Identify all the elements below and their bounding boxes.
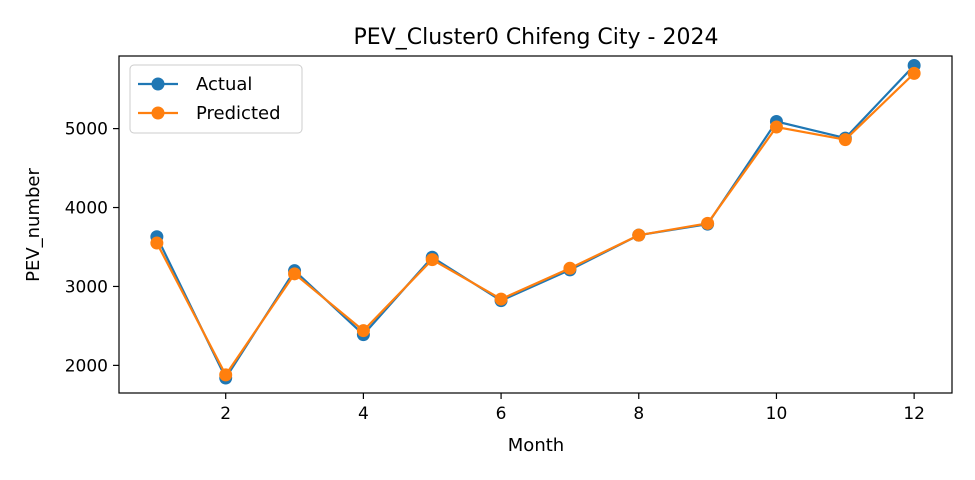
x-tick-label: 10 — [766, 404, 788, 424]
legend-box — [129, 64, 303, 134]
y-axis-label: PEV_number — [23, 168, 44, 282]
series-layer — [150, 58, 921, 385]
chart-title: PEV_Cluster0 Chifeng City - 2024 — [354, 25, 719, 50]
legend-marker-predicted — [151, 106, 165, 120]
data-point-predicted — [632, 228, 646, 242]
legend-marker-actual — [151, 77, 165, 91]
legend: Actual Predicted — [129, 64, 303, 134]
y-tick-label: 4000 — [65, 199, 108, 219]
x-tick-label: 2 — [220, 404, 231, 424]
x-tick-label: 4 — [358, 404, 369, 424]
data-point-predicted — [425, 253, 439, 267]
data-point-predicted — [769, 120, 783, 134]
x-tick-label: 12 — [903, 404, 925, 424]
legend-label-predicted: Predicted — [196, 103, 281, 124]
data-point-predicted — [838, 133, 852, 147]
data-point-predicted — [288, 267, 302, 281]
x-tick-label: 8 — [633, 404, 644, 424]
series-line-actual — [155, 64, 915, 380]
series-line-predicted — [155, 72, 915, 376]
x-axis: 2 4 6 8 10 12 — [220, 393, 925, 424]
y-tick-label: 5000 — [65, 120, 108, 140]
y-tick-label: 3000 — [65, 277, 108, 297]
plot-frame — [118, 55, 953, 394]
x-axis-label: Month — [508, 435, 564, 456]
data-point-predicted — [494, 292, 508, 306]
legend-label-actual: Actual — [196, 74, 252, 95]
y-axis: 2000 3000 4000 5000 — [65, 120, 119, 376]
data-point-predicted — [701, 216, 715, 230]
data-point-predicted — [563, 261, 577, 275]
y-tick-label: 2000 — [65, 356, 108, 376]
data-point-predicted — [219, 368, 233, 382]
x-tick-label: 6 — [496, 404, 507, 424]
data-point-predicted — [907, 66, 921, 80]
data-point-predicted — [150, 236, 164, 250]
data-point-predicted — [356, 324, 370, 338]
